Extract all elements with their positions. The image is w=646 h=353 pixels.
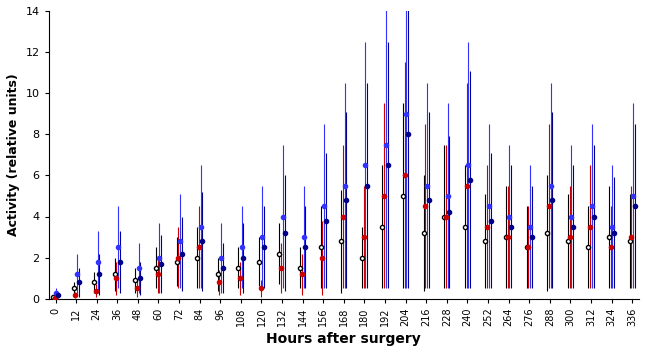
Y-axis label: Activity (relative units): Activity (relative units) <box>7 73 20 236</box>
X-axis label: Hours after surgery: Hours after surgery <box>267 332 421 346</box>
